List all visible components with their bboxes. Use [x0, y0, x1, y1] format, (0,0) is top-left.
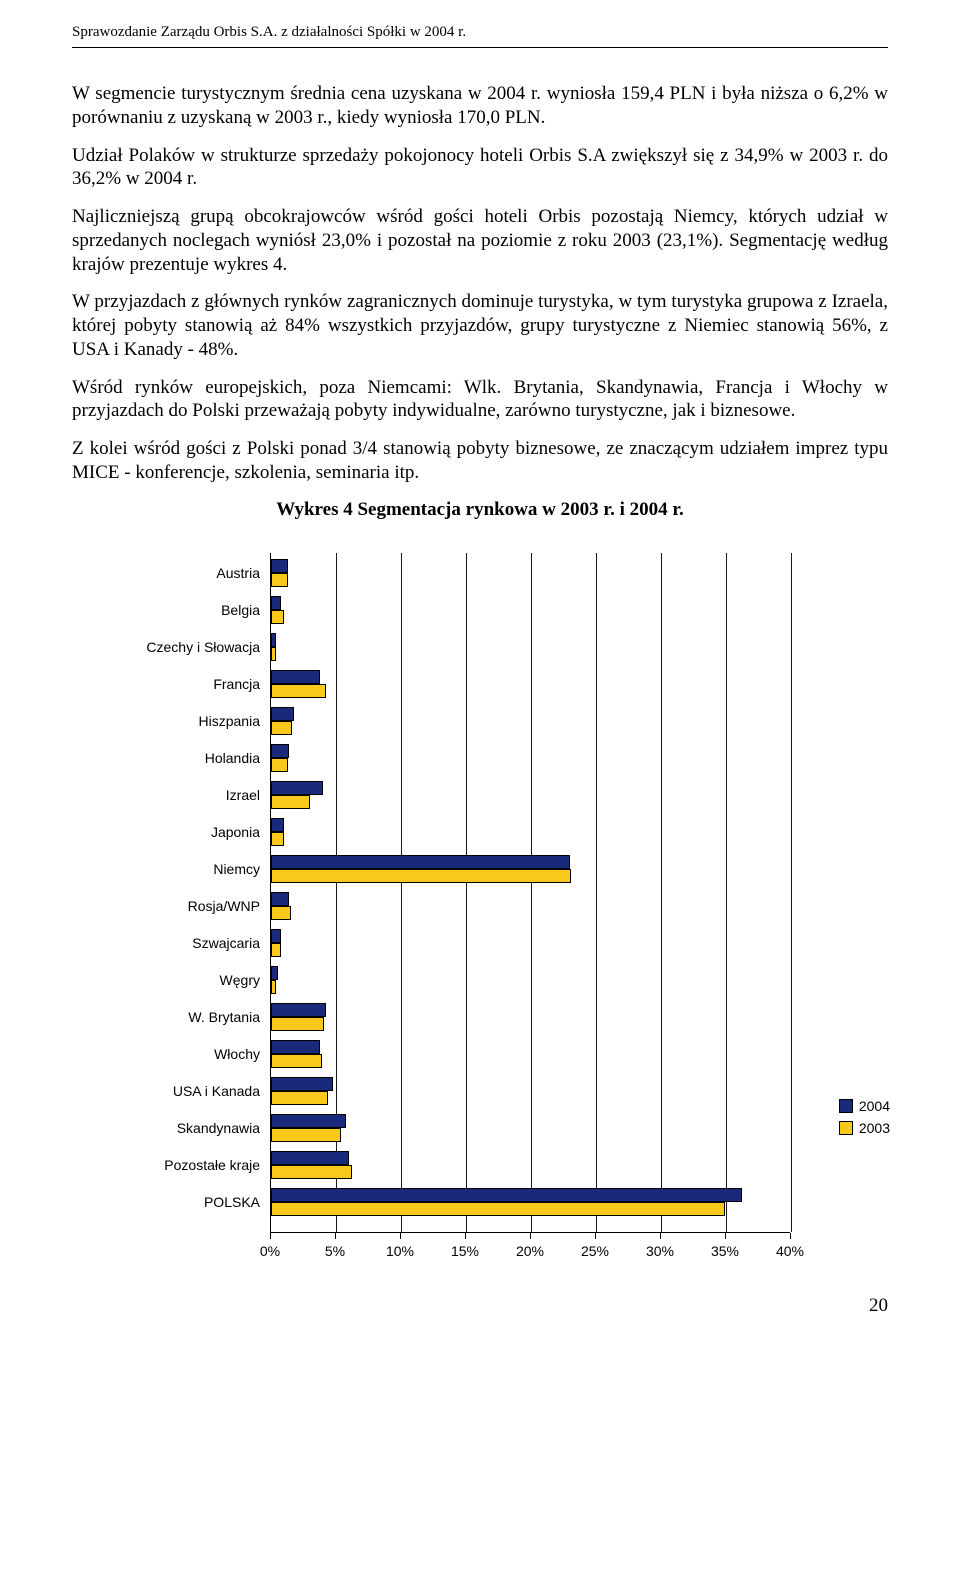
segmentation-chart: 2004 2003 0%5%10%15%20%25%30%35%40%Austr… [100, 543, 860, 1283]
x-tick [400, 1233, 401, 1239]
bar-2004 [271, 1003, 326, 1017]
paragraph-6: Z kolei wśród gości z Polski ponad 3/4 s… [72, 437, 888, 485]
category-label: Rosja/WNP [110, 898, 260, 914]
bar-2003 [271, 573, 288, 587]
legend-swatch-2004 [839, 1099, 853, 1113]
bar-2004 [271, 892, 289, 906]
category-label: Hiszpania [110, 713, 260, 729]
bar-2003 [271, 943, 281, 957]
bar-2003 [271, 1165, 352, 1179]
x-axis-label: 0% [260, 1243, 280, 1259]
bar-2004 [271, 707, 294, 721]
paragraph-3: Najliczniejszą grupą obcokrajowców wśród… [72, 205, 888, 276]
legend-swatch-2003 [839, 1121, 853, 1135]
category-label: Francja [110, 676, 260, 692]
category-label: Austria [110, 565, 260, 581]
x-tick [725, 1233, 726, 1239]
x-tick [335, 1233, 336, 1239]
chart-title: Wykres 4 Segmentacja rynkowa w 2003 r. i… [72, 499, 888, 521]
category-label: USA i Kanada [110, 1083, 260, 1099]
bar-2003 [271, 832, 284, 846]
paragraph-1: W segmencie turystycznym średnia cena uz… [72, 82, 888, 130]
bar-2003 [271, 721, 292, 735]
x-axis-label: 5% [325, 1243, 345, 1259]
x-axis-label: 30% [646, 1243, 674, 1259]
bar-2004 [271, 1151, 349, 1165]
category-label: Włochy [110, 1046, 260, 1062]
x-axis-label: 35% [711, 1243, 739, 1259]
category-label: POLSKA [110, 1194, 260, 1210]
bar-2004 [271, 1188, 742, 1202]
bar-2003 [271, 869, 571, 883]
bar-2003 [271, 795, 310, 809]
x-tick [530, 1233, 531, 1239]
x-axis-label: 10% [386, 1243, 414, 1259]
gridline [791, 553, 792, 1232]
legend-row-2003: 2003 [839, 1120, 890, 1136]
legend-label-2004: 2004 [859, 1098, 890, 1114]
bar-2004 [271, 855, 570, 869]
bar-2003 [271, 1202, 725, 1216]
gridline [531, 553, 532, 1232]
category-label: Izrael [110, 787, 260, 803]
bar-2004 [271, 929, 281, 943]
paragraph-4: W przyjazdach z głównych rynków zagranic… [72, 290, 888, 361]
category-label: Holandia [110, 750, 260, 766]
bar-2003 [271, 1017, 324, 1031]
bar-2004 [271, 559, 288, 573]
category-label: Belgia [110, 602, 260, 618]
category-label: Niemcy [110, 861, 260, 877]
bar-2004 [271, 966, 278, 980]
paragraph-2: Udział Polaków w strukturze sprzedaży po… [72, 144, 888, 192]
chart-wrapper: 2004 2003 0% 5% 10% 15% 20% 25% 30% 35% 40% Austr… [72, 543, 888, 1283]
bar-2004 [271, 818, 284, 832]
gridline [661, 553, 662, 1232]
plot-area [270, 553, 790, 1233]
category-label: Węgry [110, 972, 260, 988]
gridline [596, 553, 597, 1232]
bar-2004 [271, 1114, 346, 1128]
gridline [401, 553, 402, 1232]
x-tick [660, 1233, 661, 1239]
bar-2003 [271, 1091, 328, 1105]
category-label: W. Brytania [110, 1009, 260, 1025]
category-label: Szwajcaria [110, 935, 260, 951]
bar-2004 [271, 1077, 333, 1091]
gridline [466, 553, 467, 1232]
bar-2004 [271, 781, 323, 795]
bar-2004 [271, 744, 289, 758]
paragraph-5: Wśród rynków europejskich, poza Niemcami… [72, 376, 888, 424]
category-label: Pozostałe kraje [110, 1157, 260, 1173]
category-label: Czechy i Słowacja [110, 639, 260, 655]
bar-2004 [271, 1040, 320, 1054]
x-axis-label: 15% [451, 1243, 479, 1259]
bar-2003 [271, 610, 284, 624]
page-number: 20 [72, 1295, 888, 1317]
legend-label-2003: 2003 [859, 1120, 890, 1136]
bar-2003 [271, 647, 276, 661]
bar-2003 [271, 684, 326, 698]
x-axis-label: 20% [516, 1243, 544, 1259]
bar-2004 [271, 596, 281, 610]
bar-2003 [271, 758, 288, 772]
gridline [726, 553, 727, 1232]
x-tick [270, 1233, 271, 1239]
x-axis-label: 25% [581, 1243, 609, 1259]
legend-row-2004: 2004 [839, 1098, 890, 1114]
x-tick [595, 1233, 596, 1239]
bar-2004 [271, 633, 276, 647]
chart-legend: 2004 2003 [839, 1098, 890, 1142]
bar-2003 [271, 906, 291, 920]
category-label: Skandynawia [110, 1120, 260, 1136]
category-label: Japonia [110, 824, 260, 840]
bar-2004 [271, 670, 320, 684]
bar-2003 [271, 1128, 341, 1142]
x-axis-label: 40% [776, 1243, 804, 1259]
bar-2003 [271, 1054, 322, 1068]
x-tick [465, 1233, 466, 1239]
x-tick [790, 1233, 791, 1239]
bar-2003 [271, 980, 276, 994]
document-header: Sprawozdanie Zarządu Orbis S.A. z działa… [72, 24, 888, 48]
